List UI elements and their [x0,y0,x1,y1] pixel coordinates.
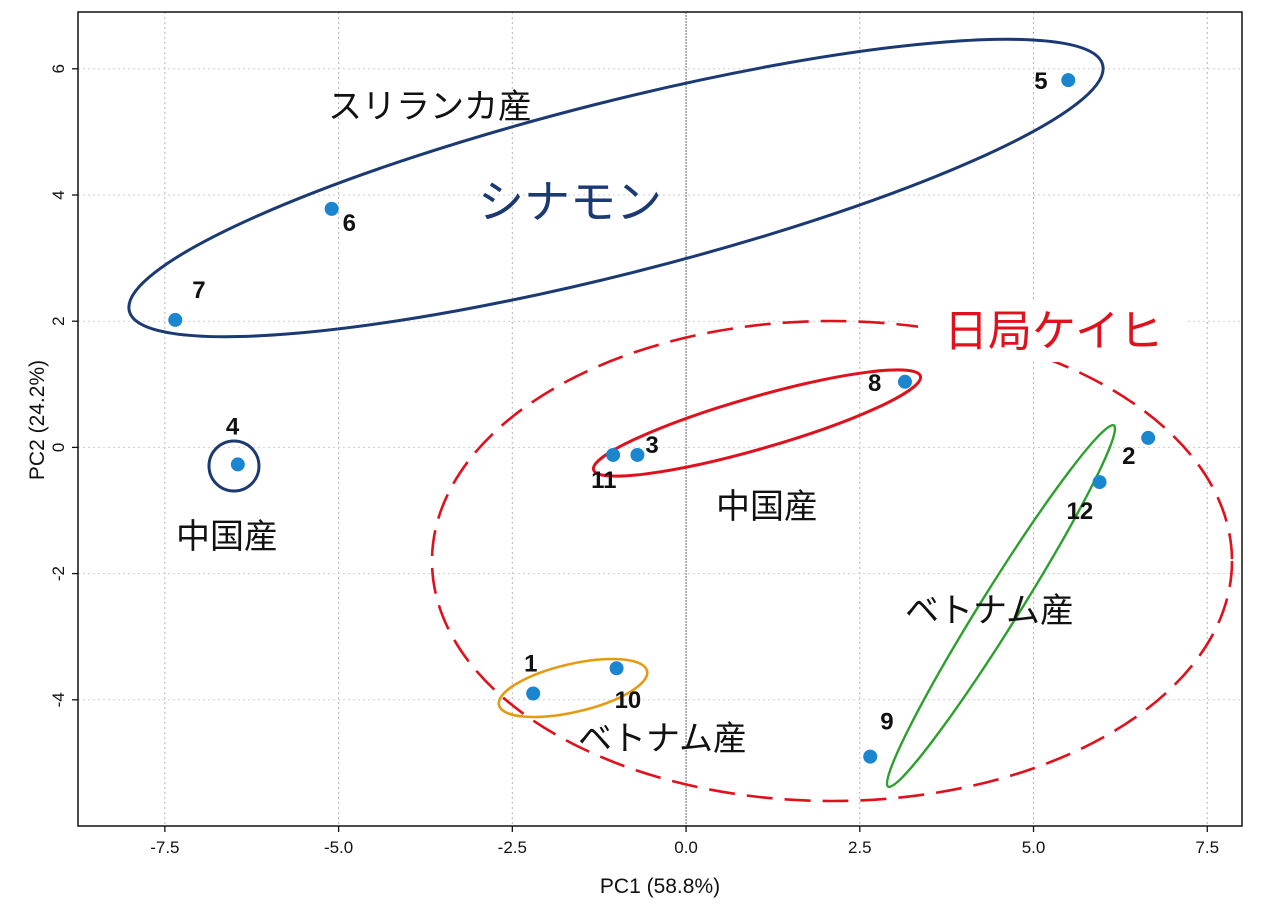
point-label-2: 2 [1122,443,1135,470]
point-label-9: 9 [880,709,893,736]
china-sample-circle [207,439,261,493]
keihi-dashed-ellipse [430,319,1234,803]
y-axis-ticks: -4 -2 0 2 4 6 [49,64,78,707]
label-keihi: 日局ケイヒ [944,306,1163,357]
x-tick-label: -5.0 [324,838,353,857]
point-label-5: 5 [1034,68,1047,95]
data-point-2 [1141,430,1156,445]
plot-frame [77,11,1243,827]
y-tick-label: -4 [49,692,68,707]
x-tick-label: -7.5 [150,838,179,857]
data-point-6 [324,201,339,216]
data-points [168,73,1156,764]
label-china-center: 中国産 [716,487,818,527]
x-tick-label: 2.5 [848,838,872,857]
x-axis-title: PC1 (58.8%) [600,875,720,898]
point-label-6: 6 [343,210,356,237]
label-vietnam-bottom: ベトナム産 [578,719,747,759]
y-tick-label: 6 [49,64,68,73]
y-tick-label: 4 [49,190,68,199]
x-tick-label: 7.5 [1195,838,1219,857]
y-tick-label: -2 [49,566,68,581]
label-cinnamon: シナモン [478,175,662,229]
data-point-3 [630,447,645,462]
x-tick-label: 5.0 [1022,838,1046,857]
point-label-8: 8 [868,370,881,397]
y-tick-label: 0 [49,443,68,452]
point-label-10: 10 [615,687,642,714]
y-axis-title: PC2 (24.2%) [26,360,49,480]
point-label-3: 3 [645,432,658,459]
point-label-4: 4 [226,413,240,440]
data-point-11 [606,447,621,462]
grid-lines [78,12,1242,826]
keihi-label-backdrop [918,300,1188,362]
data-point-10 [609,661,624,676]
vietnam-right-ellipse [885,423,1117,789]
x-tick-label: -2.5 [498,838,527,857]
vietnam-bottom-ellipse [497,657,649,719]
point-label-11: 11 [591,467,616,494]
point-label-7: 7 [192,277,205,304]
label-china-left: 中国産 [176,517,278,557]
data-point-1 [526,686,541,701]
data-point-4 [230,457,245,472]
x-axis-ticks: -7.5 -5.0 -2.5 0.0 2.5 5.0 7.5 [150,826,1219,857]
data-point-9 [863,749,878,764]
point-label-1: 1 [524,650,537,677]
x-tick-label: 0.0 [674,838,698,857]
data-point-7 [168,312,183,327]
y-tick-label: 2 [49,316,68,325]
cinnamon-ellipse [127,37,1105,339]
label-vietnam-right: ベトナム産 [905,591,1074,631]
label-sri-lanka: スリランカ産 [328,87,532,127]
data-point-5 [1061,73,1076,88]
group-ellipses [127,37,1234,803]
data-point-8 [897,374,912,389]
china-ellipse [591,368,923,478]
data-point-12 [1092,475,1107,490]
point-label-12: 12 [1067,498,1094,525]
